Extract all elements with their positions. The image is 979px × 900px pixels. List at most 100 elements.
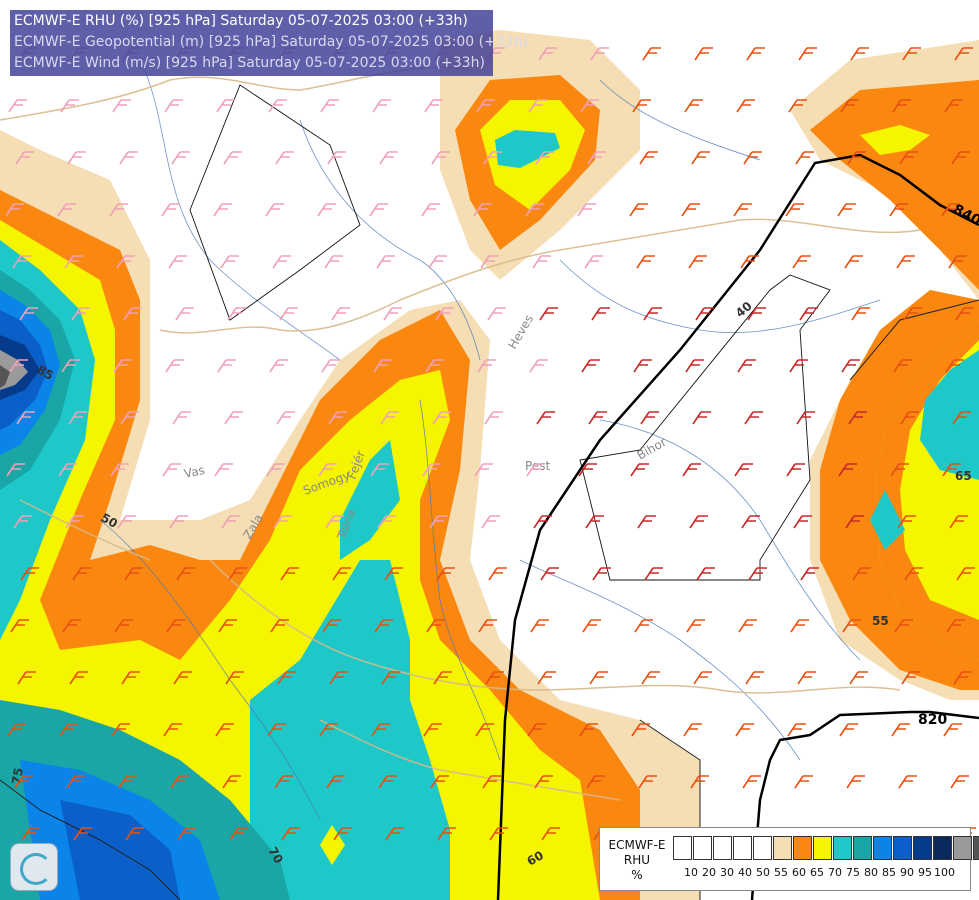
wind-barb-icon (163, 723, 182, 737)
wind-barb-icon (737, 359, 756, 373)
wind-barb-icon (322, 619, 341, 633)
legend-swatch (693, 836, 712, 860)
wind-barb-icon (267, 723, 286, 737)
wind-barb-icon (638, 775, 657, 789)
wind-barb-icon (528, 99, 547, 113)
legend-swatch (953, 836, 972, 860)
wind-barb-icon (329, 671, 348, 685)
wind-barb-icon (897, 515, 916, 529)
wind-barb-icon (538, 47, 557, 61)
legend-ticks: 10 20 30 40 50 55 60 65 70 75 80 85 90 95 100 (673, 866, 955, 879)
wind-barb-icon (478, 619, 497, 633)
wind-barb-icon (266, 463, 285, 477)
wind-barb-icon (59, 723, 78, 737)
wind-barb-icon (530, 619, 549, 633)
geopotential-label-820: 820 (918, 712, 947, 728)
wind-barb-icon (837, 203, 856, 217)
wind-barb-icon (221, 515, 240, 529)
wind-barb-icon (436, 567, 455, 581)
rhu-fill-layer (0, 30, 979, 900)
wind-barb-icon (745, 671, 764, 685)
wind-barb-icon (473, 203, 492, 217)
wind-barb-icon (384, 567, 403, 581)
wind-barb-icon (629, 203, 648, 217)
wind-barb-icon (218, 619, 237, 633)
river-layer (99, 59, 881, 821)
wind-barb-icon (119, 151, 138, 165)
wind-barb-icon (110, 463, 129, 477)
wind-barb-icon (214, 463, 233, 477)
wind-barb-icon (9, 359, 28, 373)
wind-barb-icon (744, 411, 763, 425)
wind-barb-icon (903, 307, 922, 321)
wind-barb-icon (692, 411, 711, 425)
wind-barb-icon (537, 671, 556, 685)
wind-barb-icon (586, 775, 605, 789)
wind-barb-icon (956, 567, 975, 581)
wind-barb-icon (14, 775, 33, 789)
wind-barb-icon (475, 723, 494, 737)
wind-barb-icon (426, 619, 445, 633)
wind-barb-icon (740, 255, 759, 269)
wind-barb-icon (941, 203, 960, 217)
wind-barb-icon (534, 775, 553, 789)
wind-barb-icon (526, 463, 545, 477)
legend-swatch (933, 836, 952, 860)
wind-barb-icon (177, 827, 196, 841)
wind-barb-icon (224, 411, 243, 425)
wind-barb-icon (946, 619, 965, 633)
wind-barb-icon (13, 515, 32, 529)
wind-barb-icon (225, 671, 244, 685)
wind-barb-icon (942, 463, 961, 477)
wind-barb-icon (117, 515, 136, 529)
wind-barb-icon (275, 151, 294, 165)
wind-barb-icon (742, 775, 761, 789)
title-rhu: ECMWF-E RHU (%) [925 hPa] Saturday 05-07… (14, 13, 468, 29)
wind-barb-icon (6, 463, 25, 477)
wind-barb-icon (488, 567, 507, 581)
wind-barb-icon (173, 671, 192, 685)
wind-barb-icon (790, 619, 809, 633)
region-label-heves: Heves (505, 312, 536, 351)
wind-barb-icon (945, 359, 964, 373)
wind-barb-icon (166, 619, 185, 633)
legend-tick: 85 (882, 866, 896, 879)
wind-barb-icon (378, 775, 397, 789)
wind-barb-icon (385, 827, 404, 841)
wind-barb-icon (215, 723, 234, 737)
wind-barb-icon (577, 203, 596, 217)
wind-barb-icon (944, 99, 963, 113)
wind-barb-icon (116, 255, 135, 269)
wind-barb-icon (489, 827, 508, 841)
wind-barb-icon (582, 619, 601, 633)
wind-barb-icon (125, 827, 144, 841)
region-label-pest: Pest (525, 459, 550, 473)
wind-barb-icon (437, 827, 456, 841)
legend-swatch (873, 836, 892, 860)
wind-barb-icon (584, 255, 603, 269)
wind-barb-icon (213, 203, 232, 217)
wind-barb-icon (374, 619, 393, 633)
legend-tick: 90 (900, 866, 914, 879)
wind-barb-icon (842, 619, 861, 633)
wind-barb-icon (370, 463, 389, 477)
wind-barb-icon (798, 47, 817, 61)
wind-barb-icon (161, 203, 180, 217)
legend-title: ECMWF-E RHU % (608, 838, 666, 882)
legend-tick: 60 (792, 866, 806, 879)
wind-barb-icon (633, 359, 652, 373)
wind-barb-icon (223, 151, 242, 165)
wind-barb-icon (891, 723, 910, 737)
wind-barb-icon (62, 619, 81, 633)
wind-barb-icon (896, 255, 915, 269)
wind-barb-icon (276, 411, 295, 425)
wind-barb-icon (848, 411, 867, 425)
map-title-box: ECMWF-E RHU (%) [925 hPa] Saturday 05-07… (10, 10, 528, 76)
wind-barb-icon (785, 203, 804, 217)
wind-barb-icon (474, 463, 493, 477)
wind-barb-icon (324, 255, 343, 269)
wind-barb-icon (433, 671, 452, 685)
wind-barb-icon (272, 255, 291, 269)
legend-swatch (733, 836, 752, 860)
legend-swatch (793, 836, 812, 860)
